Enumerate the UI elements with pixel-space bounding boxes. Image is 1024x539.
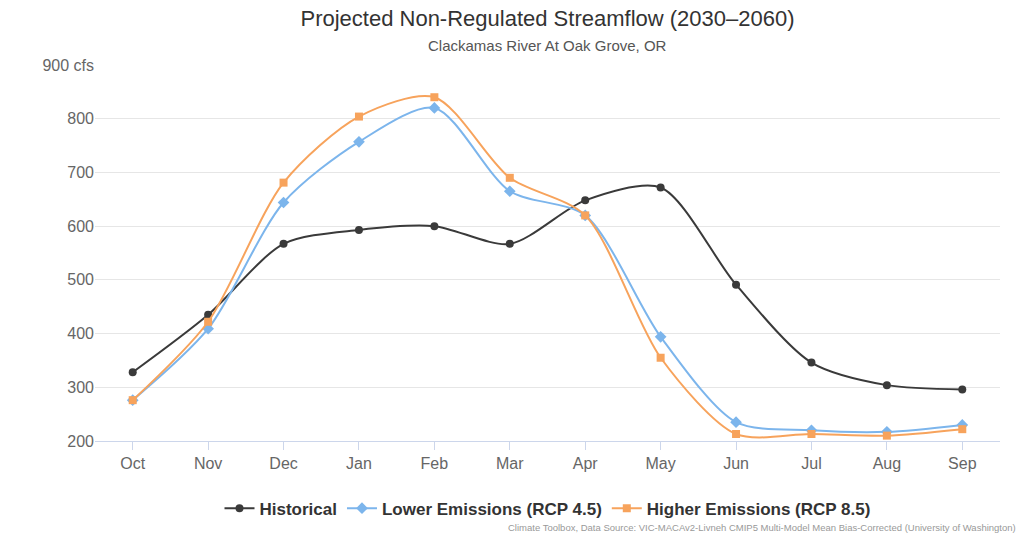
svg-text:Climate Toolbox, Data Source:: Climate Toolbox, Data Source: VIC-MACAv2…: [508, 522, 1016, 533]
svg-text:Higher Emissions (RCP 8.5): Higher Emissions (RCP 8.5): [647, 500, 871, 519]
svg-text:Aug: Aug: [873, 455, 901, 472]
svg-text:900 cfs: 900 cfs: [42, 57, 94, 74]
svg-text:Jan: Jan: [346, 455, 372, 472]
svg-text:Nov: Nov: [194, 455, 222, 472]
svg-text:Clackamas River At Oak Grove,: Clackamas River At Oak Grove, OR: [428, 37, 667, 54]
svg-text:Lower Emissions (RCP 4.5): Lower Emissions (RCP 4.5): [382, 500, 602, 519]
svg-text:700: 700: [67, 164, 94, 181]
svg-text:Dec: Dec: [269, 455, 297, 472]
svg-text:400: 400: [67, 325, 94, 342]
svg-text:200: 200: [67, 433, 94, 450]
svg-text:Apr: Apr: [573, 455, 599, 472]
svg-text:600: 600: [67, 218, 94, 235]
svg-text:Mar: Mar: [496, 455, 524, 472]
svg-text:May: May: [646, 455, 676, 472]
svg-text:Projected Non-Regulated Stream: Projected Non-Regulated Streamflow (2030…: [300, 6, 794, 31]
svg-text:Historical: Historical: [260, 500, 337, 519]
svg-text:500: 500: [67, 271, 94, 288]
svg-text:Oct: Oct: [120, 455, 145, 472]
svg-text:300: 300: [67, 379, 94, 396]
svg-text:Jul: Jul: [801, 455, 821, 472]
svg-text:Feb: Feb: [421, 455, 449, 472]
svg-text:Jun: Jun: [723, 455, 749, 472]
svg-text:800: 800: [67, 110, 94, 127]
svg-text:Sep: Sep: [948, 455, 977, 472]
